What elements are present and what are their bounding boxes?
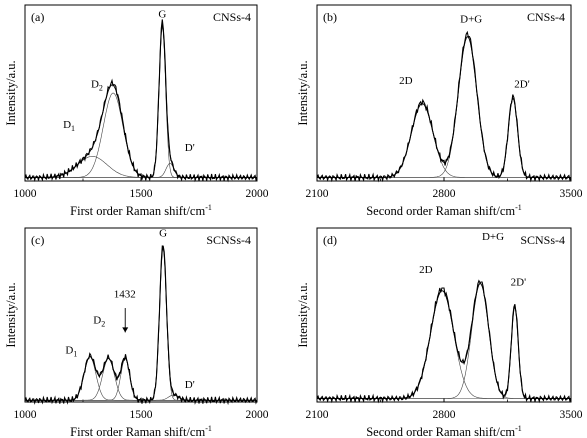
measured-spectrum [24,245,258,406]
fit-component [317,36,571,178]
plot-frame [24,4,258,182]
x-tick-label: 2100 [306,188,329,200]
x-tick-label: 3500 [560,188,583,200]
panel-label: (b) [323,10,337,24]
fit-component [25,358,257,401]
x-axis-label: First order Raman shift/cm-1 [70,203,212,218]
x-tick-label: 1000 [14,188,37,200]
panel-a: 1000 1500 2000 First order Raman shift/cm-1… [4,4,269,218]
annotation-arrowhead [122,327,129,333]
x-tick-label: 3500 [560,409,583,421]
peak-label: D' [185,379,195,391]
fit-component [317,103,571,178]
measured-spectrum [316,30,572,183]
x-axis-label: First order Raman shift/cm-1 [70,424,212,438]
peak-label: 2D [419,264,433,276]
peak-label: D+G [482,231,504,243]
plot-frame [24,227,258,403]
peak-label: G [159,228,167,240]
panel-d: 2100 2800 3500 Second order Raman shift/cm-… [296,227,583,438]
sample-label: SCNSs-4 [206,233,251,247]
fit-envelope [317,36,571,178]
x-tick-label: 1500 [130,409,153,421]
peak-label: D2 [91,79,103,93]
fit-envelope [25,246,257,401]
fit-component [25,247,257,401]
peak-label: 2D' [514,79,529,91]
fit-component [25,356,257,401]
measured-spectrum [24,19,258,183]
peak-label: D2 [93,315,105,329]
peak-label: D1 [65,344,77,358]
sample-label: CNSs-4 [527,10,565,24]
fit-component [25,358,257,401]
x-tick-label: 2100 [306,409,329,421]
panel-b: 2100 2800 3500 Second order Raman shift/cm-… [296,4,583,218]
peak-label: D1 [63,119,75,133]
x-tick-label: 2800 [433,188,456,200]
fit-envelope [25,24,257,178]
sample-label: SCNSs-4 [520,233,565,247]
panel-label: (a) [31,10,44,24]
x-tick-label: 2000 [246,409,269,421]
panel-c: 1000 1500 2000 First order Raman shift/cm-1… [4,227,269,438]
panel-label: (d) [323,233,337,247]
fit-envelope [317,282,571,399]
peak-label: 1432 [114,289,136,301]
sample-label: CNSs-4 [213,10,251,24]
x-tick-label: 1000 [14,409,37,421]
fit-component [317,290,571,399]
x-tick-label: 1500 [130,188,153,200]
y-axis-label: Intensity/a.u. [4,60,18,125]
peak-label: 2D' [511,276,526,288]
fit-component [317,305,571,399]
peak-label: D' [185,142,195,154]
peak-label: 2D [399,75,413,87]
peak-label: D+G [460,14,482,26]
y-axis-label: Intensity/a.u. [4,282,18,347]
fit-component [25,92,257,178]
x-tick-label: 2800 [433,409,456,421]
x-axis-label: Second order Raman shift/cm-1 [366,424,522,438]
plot-frame [316,227,572,403]
y-axis-label: Intensity/a.u. [296,60,310,125]
fit-component [25,26,257,178]
x-axis-label: Second order Raman shift/cm-1 [366,203,522,218]
measured-spectrum [316,279,572,404]
x-tick-label: 2000 [246,188,269,200]
peak-label: G [158,8,166,20]
y-axis-label: Intensity/a.u. [296,282,310,347]
fit-component [317,97,571,178]
fit-component [317,283,571,399]
panel-label: (c) [31,233,44,247]
plot-frame [316,4,572,182]
